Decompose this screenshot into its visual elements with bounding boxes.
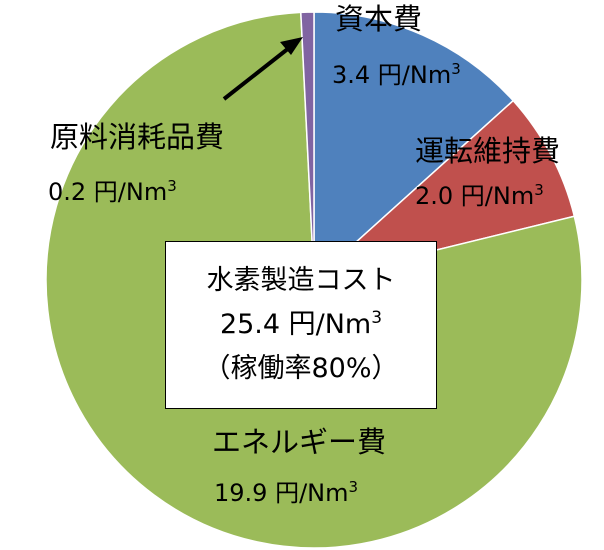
- label-om-cost: 運転維持費: [415, 134, 561, 168]
- pie-slice-0: [313, 11, 515, 282]
- pointer-arrow-line: [222, 42, 296, 101]
- value-raw-material-cost: 0.2 円/Nm3: [48, 177, 177, 206]
- value-energy-cost: 19.9 円/Nm3: [214, 478, 359, 507]
- pie-slice-3: [300, 11, 315, 281]
- label-raw-material-cost: 原料消耗品費: [50, 120, 225, 154]
- total-cost-title: 水素製造コスト: [206, 265, 396, 296]
- pointer-arrow-head: [280, 37, 303, 55]
- pie-slice-1: [313, 99, 576, 281]
- utilization-rate: （稼働率80%）: [203, 353, 399, 384]
- total-cost-value: 25.4 円/Nm3: [219, 308, 383, 340]
- label-capital-cost: 資本費: [335, 2, 423, 36]
- label-energy-cost: エネルギー費: [212, 425, 387, 459]
- value-capital-cost: 3.4 円/Nm3: [332, 60, 461, 89]
- total-cost-box: 水素製造コスト 25.4 円/Nm3 （稼働率80%）: [165, 241, 437, 409]
- value-om-cost: 2.0 円/Nm3: [415, 181, 544, 210]
